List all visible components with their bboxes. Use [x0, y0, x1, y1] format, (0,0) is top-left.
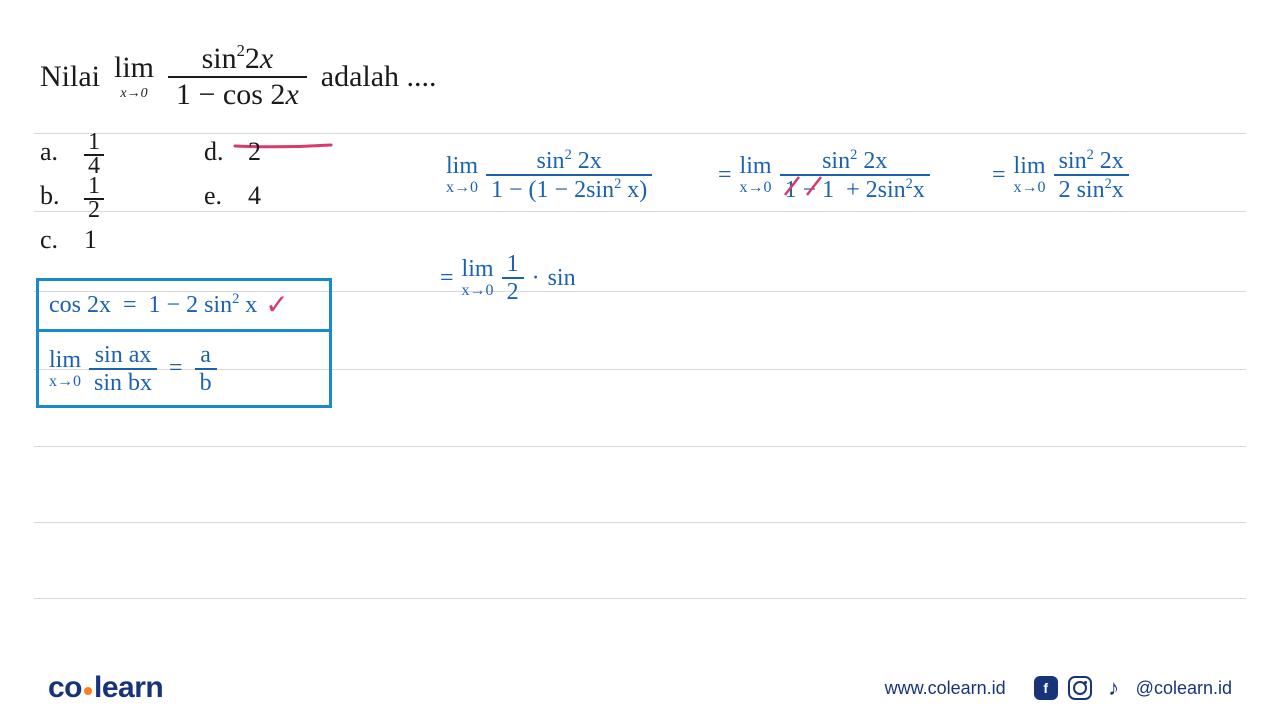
logo: colearn [48, 671, 163, 705]
limit-symbol-hw: lim x→0 [49, 348, 81, 390]
option-e-value: 4 [248, 181, 261, 211]
work-step-3: = limx→0 sin2 2x 2 sin2x [992, 148, 1129, 202]
work-step-4: = limx→0 1 2 · sin [440, 252, 576, 304]
facebook-icon: f [1034, 676, 1058, 700]
formula-box-cos2x: cos 2x = 1 − 2 sin2 x ✓ [36, 278, 332, 332]
tiktok-icon: ♪ [1102, 676, 1126, 700]
ruled-line [34, 598, 1246, 599]
option-b-letter: b. [40, 181, 84, 211]
instagram-icon [1068, 676, 1092, 700]
logo-dot-icon [84, 687, 92, 695]
limit-symbol: lim x→0 [114, 53, 154, 101]
problem-prefix: Nilai [40, 60, 100, 94]
page: Nilai lim x→0 sin22x 1 − cos 2x adalah .… [0, 0, 1280, 720]
footer: colearn www.colearn.id f ♪ @colearn.id [0, 656, 1280, 720]
formula-box-limratio: lim x→0 sin ax sin bx = a b [36, 332, 332, 408]
ruled-line [34, 446, 1246, 447]
formula-cos2x: cos 2x = 1 − 2 sin2 x [49, 291, 257, 319]
footer-url: www.colearn.id [885, 678, 1006, 699]
option-e-letter: e. [204, 181, 248, 211]
social-handle: @colearn.id [1136, 678, 1232, 699]
option-d-value: 2 [248, 137, 261, 167]
problem-statement: Nilai lim x→0 sin22x 1 − cos 2x adalah .… [40, 44, 437, 110]
main-fraction: sin22x 1 − cos 2x [168, 44, 307, 110]
social-icons: f ♪ @colearn.id [1034, 676, 1232, 700]
option-a-letter: a. [40, 137, 84, 167]
option-b-value: 12 [84, 170, 204, 221]
work-step-2: = limx→0 sin2 2x 1 − 1 + 2sin2x [718, 148, 930, 202]
ruled-line [34, 522, 1246, 523]
problem-suffix: adalah .... [321, 60, 437, 94]
option-c-letter: c. [40, 225, 84, 255]
formula-ratio-lhs: sin ax sin bx [89, 343, 157, 395]
answer-options: a. 14 d. 2 b. 12 e. 4 c. 1 [40, 130, 261, 262]
check-icon: ✓ [265, 288, 288, 322]
formula-ratio-rhs: a b [195, 343, 217, 395]
work-step-1: limx→0 sin2 2x 1 − (1 − 2sin2 x) [446, 148, 652, 202]
option-c-value: 1 [84, 225, 97, 255]
option-d-letter: d. [204, 137, 248, 167]
